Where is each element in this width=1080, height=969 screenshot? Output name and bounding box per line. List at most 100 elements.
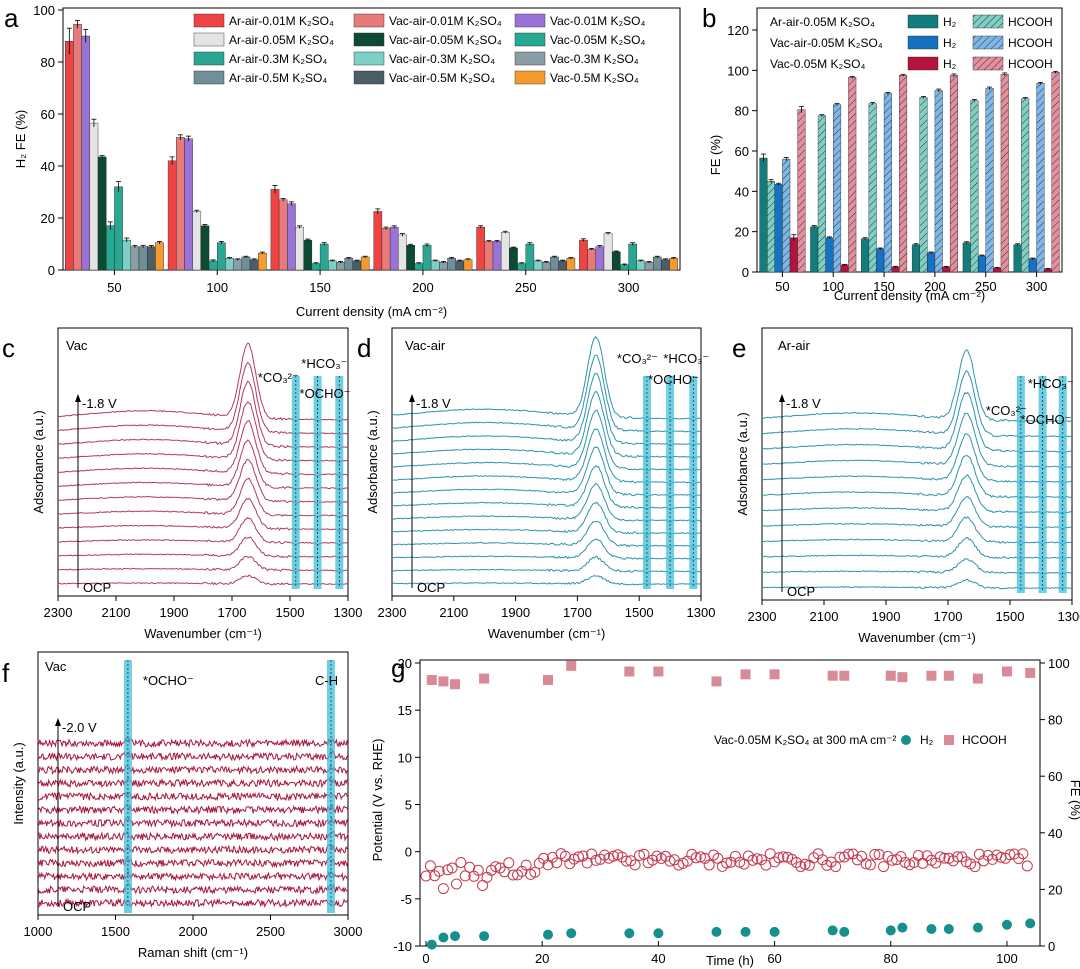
bar [1021,98,1030,273]
potential-point [1021,860,1033,872]
x-tick-label: 2100 [439,605,468,620]
bar [603,233,613,271]
peak-marker [123,660,132,913]
potential-point [590,854,602,866]
potential-point [503,857,515,869]
bar [439,262,448,271]
spectrum [57,458,349,505]
bar [833,104,842,273]
x-tick-label: 2300 [44,605,73,620]
bar [360,256,370,271]
peak-label: *CO₃²⁻ [617,351,658,366]
legend-swatch [193,13,225,28]
x-tick-label: 2300 [378,605,407,620]
x-tick-label: 1500 [101,924,130,939]
x-tick-label: 1700 [934,609,963,624]
bar [661,259,670,271]
x-tick-label: 2100 [810,609,839,624]
hcooh-point [972,673,983,684]
spectrum [37,870,349,882]
bar [65,41,74,271]
bar [406,245,415,271]
spectrum [37,775,349,789]
legend-label: Vac-0.3M K₂SO₄ [550,52,639,66]
bar [249,259,259,271]
x-tick-label: 1000 [24,924,53,939]
bar [876,248,885,273]
legend-label: Vac-0.05M K₂SO₄ [550,33,645,47]
legend-marker [901,735,911,745]
panel-e: e 2300 2100 1900 1700 1500 1300 Wavenumber (cm⁻… [732,327,1080,645]
plot-frame [756,7,1063,273]
legend-label: Vac-air-0.5M K₂SO₄ [389,71,495,85]
peak-label: *CO₃²⁻ [986,403,1027,418]
legend-label: HCOOH [962,733,1007,747]
bar [669,258,678,271]
bar [789,237,798,273]
bar [303,239,313,271]
bar [208,260,218,271]
legend-label: Ar-air-0.3M K₂SO₄ [229,52,327,66]
h2-point [943,924,954,935]
legend-swatch [907,56,939,71]
legend-label: Vac-0.01M K₂SO₄ [550,14,645,28]
h2-point [566,928,577,939]
bar [500,232,510,271]
bar [652,256,662,271]
x-tick-label: 1300 [1058,609,1080,624]
panel-letter: b [702,3,716,33]
legend-label: Ar-air-0.01M K₂SO₄ [229,14,334,28]
peak-marker [642,376,651,589]
h2-point [1001,919,1012,930]
potential-point [830,861,842,873]
spectrum [57,555,349,573]
bar [476,226,485,271]
potential-point [490,861,502,873]
panel-letter: e [732,333,746,363]
potential-point [551,857,563,869]
bar [817,115,826,273]
bar [1013,244,1022,273]
x-tick-label: 60 [767,951,781,966]
y-axis-label: FE (%) [708,135,723,175]
hcooh-point [769,669,780,680]
bar [295,226,304,271]
bar [114,186,123,271]
y-tick-label: 40 [735,184,749,199]
potential-point [520,859,532,871]
bar [89,122,99,271]
legend-label: Vac-air-0.01M K₂SO₄ [389,14,502,28]
potential-point [934,851,946,863]
bar [810,226,819,273]
spectrum [57,516,348,546]
legend-label: H₂ [943,15,957,29]
baseline-label: OCP [417,580,445,595]
y2-axis-label: FE (%) [1068,780,1080,820]
y-axis-label: Potential (V vs. RHE) [370,739,385,862]
potential-point [873,849,885,860]
bar [241,256,251,271]
plot-frame [62,7,681,271]
spectrum [37,791,349,802]
legend-label: HCOOH [1008,36,1053,50]
legend-swatch [972,14,1004,29]
panel-title: Ar-air [778,338,810,353]
hcooh-point [426,674,437,685]
bar [993,267,1002,273]
h2-point [450,931,461,942]
bar [759,157,768,273]
bar [398,234,407,271]
h2-point [438,932,449,943]
y-axis-label: Adsorbance (a.u.) [735,412,750,515]
panel-d: d 2300 2100 1900 1700 1500 1300 Wavenumber (cm⁻… [357,327,715,641]
potential-point [703,859,715,871]
spectrum [761,433,1073,485]
bar [525,243,535,271]
x-tick-label: 2000 [179,924,208,939]
arrow-head [409,394,415,402]
bar [558,260,567,271]
potential-point [856,850,868,862]
y-axis-label: Intensity (a.u.) [11,742,26,824]
bar [373,211,383,271]
bar [430,260,440,271]
